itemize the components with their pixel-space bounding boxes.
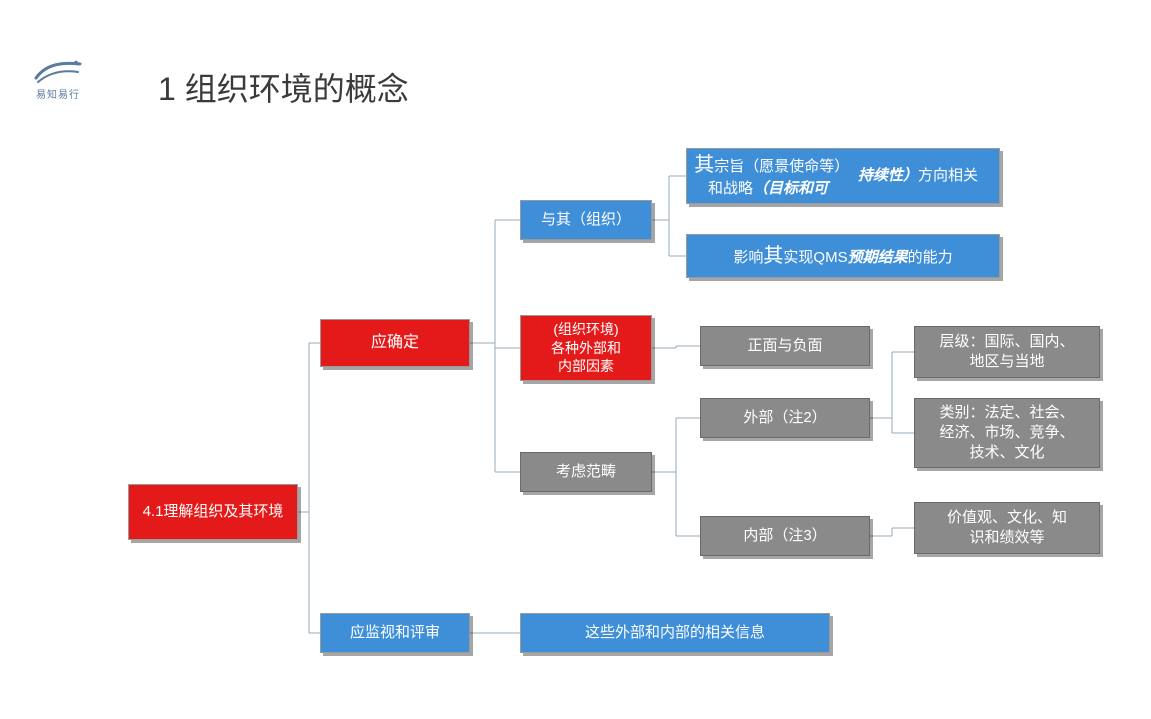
node-monitor: 应监视和评审 (320, 613, 470, 653)
page-title: 1 组织环境的概念 (158, 64, 409, 110)
node-internal: 内部（注3） (700, 516, 870, 556)
node-scope: 考虑范畴 (520, 452, 652, 492)
node-external: 外部（注2） (700, 398, 870, 438)
node-category: 类别：法定、社会、经济、市场、竞争、技术、文化 (914, 398, 1100, 468)
logo-swoosh-icon (32, 58, 84, 84)
node-purpose: 其宗旨（愿景使命等）和战略（目标和可持续性）方向相关 (686, 148, 1000, 204)
node-determine: 应确定 (320, 319, 470, 367)
node-withorg: 与其（组织） (520, 200, 652, 240)
node-factors: (组织环境)各种外部和内部因素 (520, 315, 652, 381)
node-impact: 影响其实现QMS预期结果的能力 (686, 234, 1000, 278)
node-root: 4.1理解组织及其环境 (128, 484, 298, 540)
logo-text: 易知易行 (28, 86, 88, 101)
node-level: 层级：国际、国内、地区与当地 (914, 326, 1100, 378)
diagram-stage: 易知易行 1 组织环境的概念 4.1理解组织及其环境 应确定应监视和评审 与其（组织… (0, 0, 1151, 719)
brand-logo: 易知易行 (28, 58, 88, 106)
node-monitorinfo: 这些外部和内部的相关信息 (520, 613, 830, 653)
node-values: 价值观、文化、知识和绩效等 (914, 502, 1100, 554)
node-posneg: 正面与负面 (700, 326, 870, 366)
